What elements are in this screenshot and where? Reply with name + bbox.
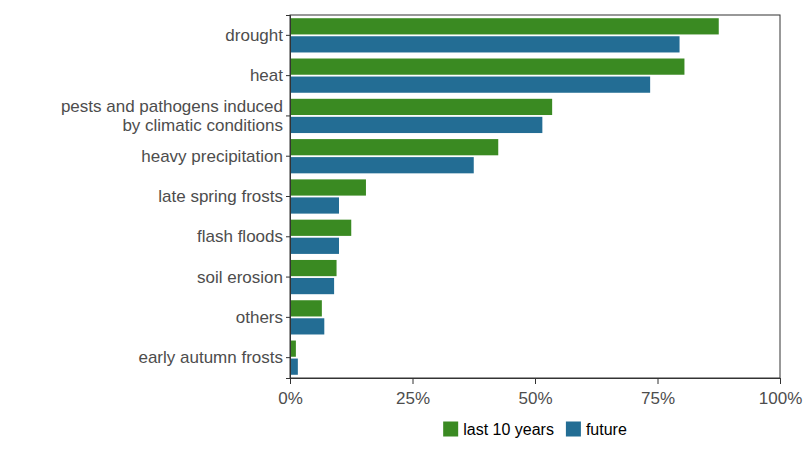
tick-label-line: early autumn frosts [138, 348, 283, 367]
tick-label: soil erosion [197, 268, 283, 287]
tick-mark [286, 156, 290, 157]
tick-mark [286, 277, 290, 278]
plot: 0% 25% 50% 75% 100% drought heat pests and path… [61, 15, 802, 408]
tick-label-line: by climatic conditions [122, 116, 283, 135]
tick-label: 0% [278, 389, 303, 408]
bar [290, 260, 337, 276]
legend-label: last 10 years [463, 421, 554, 438]
x-axis: 0% 25% 50% 75% 100% [278, 378, 802, 408]
tick-label: heavy precipitation [141, 147, 283, 166]
tick-label-line: late spring frosts [158, 187, 283, 206]
bar [290, 157, 474, 173]
tick-label-line: soil erosion [197, 268, 283, 287]
tick-mark [780, 378, 781, 384]
legend-item: last 10 years [443, 421, 554, 438]
tick-label-line: others [236, 308, 283, 327]
tick-mark [413, 378, 414, 384]
tick-mark [286, 35, 290, 36]
tick-label: early autumn frosts [138, 348, 283, 367]
bar [290, 77, 650, 93]
bar [290, 36, 680, 52]
tick: heat [250, 66, 290, 85]
legend: last 10 years future [443, 421, 627, 438]
tick-label: 100% [759, 389, 802, 408]
plot-frame [290, 15, 780, 378]
bar [290, 278, 334, 294]
tick: early autumn frosts [138, 348, 290, 367]
tick-label-line: heavy precipitation [141, 147, 283, 166]
tick: drought [225, 26, 290, 45]
tick: late spring frosts [158, 187, 290, 206]
bar [290, 99, 552, 115]
bar [290, 18, 719, 34]
tick: 50% [518, 378, 552, 408]
tick: 100% [759, 378, 802, 408]
bar [290, 197, 339, 213]
tick-mark [658, 378, 659, 384]
axis-domain [286, 16, 291, 379]
legend-item: future [566, 421, 627, 438]
legend-label: future [586, 421, 627, 438]
bar [290, 139, 498, 155]
tick: 25% [396, 378, 430, 408]
tick-mark [286, 357, 290, 358]
bar [290, 300, 322, 316]
tick-label: 25% [396, 389, 430, 408]
bars [290, 18, 719, 375]
bar [290, 179, 366, 195]
tick: heavy precipitation [141, 147, 290, 166]
tick-label: drought [225, 26, 283, 45]
tick-mark [286, 236, 290, 237]
bar [290, 238, 339, 254]
tick-label-line: pests and pathogens induced [61, 97, 283, 116]
tick-label: pests and pathogens inducedby climatic c… [61, 97, 283, 135]
bar [290, 359, 298, 375]
tick: 75% [641, 378, 675, 408]
tick-mark [286, 75, 290, 76]
tick: 0% [278, 378, 303, 408]
tick: flash floods [197, 227, 290, 246]
tick-label: others [236, 308, 283, 327]
bar [290, 318, 324, 334]
tick: others [236, 308, 290, 327]
tick-label: 50% [518, 389, 552, 408]
tick-label-line: heat [250, 66, 283, 85]
tick-label: 75% [641, 389, 675, 408]
y-axis: drought heat pests and pathogens inducedby… [61, 16, 291, 379]
tick: soil erosion [197, 268, 290, 287]
tick-label: heat [250, 66, 283, 85]
tick: pests and pathogens inducedby climatic c… [61, 97, 290, 135]
tick-label-line: drought [225, 26, 283, 45]
tick-mark [286, 196, 290, 197]
legend-swatch [566, 422, 581, 437]
bar [290, 117, 542, 133]
chart: 0% 25% 50% 75% 100% drought heat pests and path… [0, 0, 809, 454]
legend-swatch [443, 422, 458, 437]
bar [290, 220, 351, 236]
tick-mark [286, 317, 290, 318]
tick-label-line: flash floods [197, 227, 283, 246]
tick-label: flash floods [197, 227, 283, 246]
bar [290, 59, 684, 75]
tick-mark [535, 378, 536, 384]
tick-label: late spring frosts [158, 187, 283, 206]
tick-mark [286, 115, 290, 116]
